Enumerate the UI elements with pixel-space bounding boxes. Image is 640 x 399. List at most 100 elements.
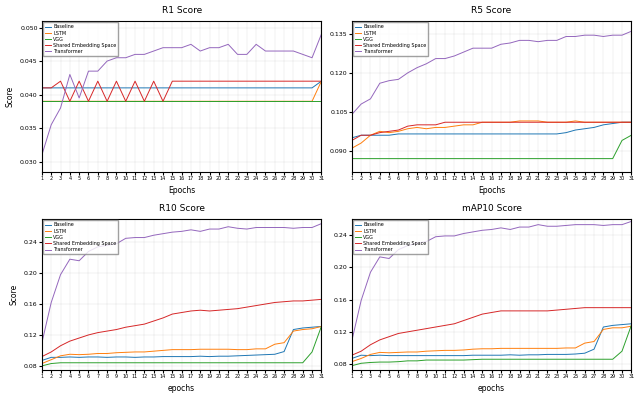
Line: Baseline: Baseline xyxy=(42,326,321,360)
Line: Transformer: Transformer xyxy=(352,221,631,341)
VGG xyxy=(404,156,412,161)
Shared Embedding Space xyxy=(469,315,477,320)
VGG xyxy=(627,323,635,328)
Shared Embedding Space xyxy=(404,330,412,334)
LSTM xyxy=(618,326,626,330)
Transformer xyxy=(159,231,167,236)
Transformer xyxy=(572,34,579,39)
Shared Embedding Space xyxy=(563,120,570,124)
Transformer xyxy=(376,81,383,86)
Transformer xyxy=(84,69,92,73)
VGG xyxy=(94,99,102,104)
VGG xyxy=(252,99,260,104)
Shared Embedding Space xyxy=(299,79,307,83)
VGG xyxy=(348,156,356,161)
Shared Embedding Space xyxy=(479,120,486,124)
Line: VGG: VGG xyxy=(352,326,631,366)
Transformer xyxy=(103,59,111,63)
Shared Embedding Space xyxy=(122,325,129,330)
Transformer xyxy=(506,227,514,232)
Baseline xyxy=(469,353,477,358)
LSTM xyxy=(38,99,45,104)
Transformer xyxy=(441,56,449,61)
Transformer xyxy=(422,239,430,244)
Transformer xyxy=(252,42,260,47)
VGG xyxy=(271,99,278,104)
Transformer xyxy=(205,45,213,50)
Transformer xyxy=(225,224,232,229)
VGG xyxy=(113,99,120,104)
Transformer xyxy=(460,50,467,55)
LSTM xyxy=(150,99,157,104)
VGG xyxy=(122,99,129,104)
LSTM xyxy=(113,350,120,355)
Baseline xyxy=(543,352,551,357)
VGG xyxy=(506,357,514,361)
LSTM xyxy=(497,346,505,351)
Transformer xyxy=(57,106,65,111)
LSTM xyxy=(600,327,607,332)
Transformer xyxy=(479,228,486,233)
LSTM xyxy=(168,99,176,104)
Baseline xyxy=(103,85,111,90)
Shared Embedding Space xyxy=(196,308,204,312)
Shared Embedding Space xyxy=(627,120,635,124)
VGG xyxy=(525,156,532,161)
Line: Transformer: Transformer xyxy=(42,34,321,155)
LSTM xyxy=(141,350,148,354)
Baseline xyxy=(308,85,316,90)
Baseline xyxy=(66,85,74,90)
VGG xyxy=(357,361,365,365)
LSTM xyxy=(432,348,440,353)
Shared Embedding Space xyxy=(609,305,616,310)
VGG xyxy=(252,360,260,365)
LSTM xyxy=(103,351,111,356)
Shared Embedding Space xyxy=(168,312,176,316)
Baseline xyxy=(262,85,269,90)
Baseline xyxy=(76,355,83,360)
Shared Embedding Space xyxy=(413,328,421,333)
LSTM xyxy=(385,350,393,355)
Transformer xyxy=(543,38,551,43)
LSTM xyxy=(289,99,297,104)
VGG xyxy=(563,357,570,361)
VGG xyxy=(534,357,542,361)
LSTM xyxy=(131,350,139,354)
VGG xyxy=(413,156,421,161)
LSTM xyxy=(525,346,532,351)
LSTM xyxy=(141,99,148,104)
Baseline xyxy=(618,322,626,327)
LSTM xyxy=(150,349,157,354)
Shared Embedding Space xyxy=(525,120,532,124)
VGG xyxy=(178,99,186,104)
Transformer xyxy=(497,225,505,230)
LSTM xyxy=(543,120,551,124)
Baseline xyxy=(590,347,598,352)
LSTM xyxy=(609,120,616,124)
VGG xyxy=(469,357,477,362)
VGG xyxy=(590,156,598,161)
Transformer xyxy=(590,222,598,227)
Transformer xyxy=(413,65,421,70)
Transformer xyxy=(113,241,120,246)
Transformer xyxy=(395,247,403,252)
Transformer xyxy=(262,225,269,230)
VGG xyxy=(572,156,579,161)
Baseline xyxy=(159,354,167,359)
Transformer xyxy=(187,227,195,232)
Baseline xyxy=(534,352,542,357)
VGG xyxy=(225,99,232,104)
Baseline xyxy=(289,85,297,90)
VGG xyxy=(553,156,561,161)
VGG xyxy=(395,156,403,161)
VGG xyxy=(280,99,288,104)
Transformer xyxy=(66,257,74,262)
VGG xyxy=(543,357,551,361)
VGG xyxy=(488,357,495,361)
VGG xyxy=(262,99,269,104)
Transformer xyxy=(280,225,288,230)
LSTM xyxy=(178,99,186,104)
Baseline xyxy=(469,132,477,136)
LSTM xyxy=(600,120,607,124)
Shared Embedding Space xyxy=(600,305,607,310)
